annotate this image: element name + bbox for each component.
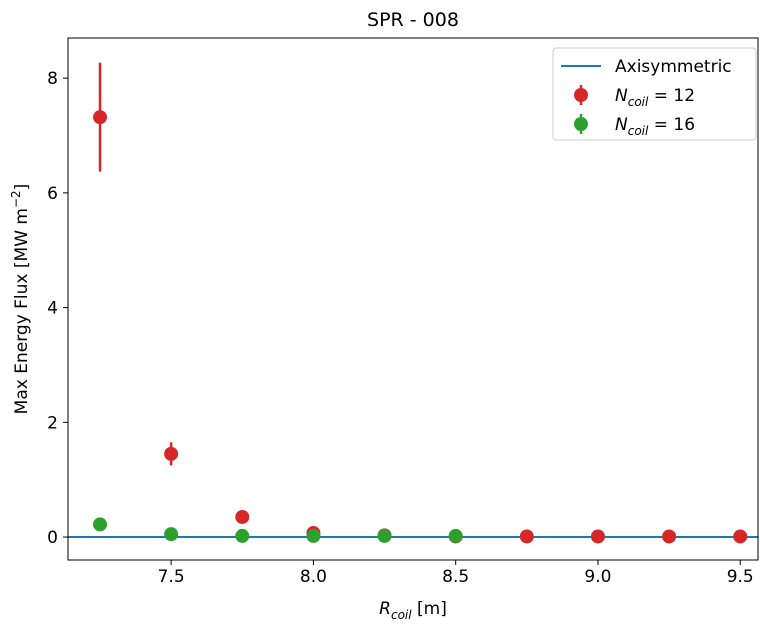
label-part: −2 — [9, 190, 23, 208]
label-part: Max Energy Flux [MW m — [12, 208, 32, 414]
label-part: coil — [628, 124, 649, 138]
x-tick-label: 7.5 — [158, 567, 185, 587]
x-tick-label: 9.5 — [727, 567, 754, 587]
label-part: N — [615, 86, 628, 106]
point — [590, 529, 605, 544]
point — [164, 446, 179, 461]
point — [93, 110, 108, 125]
legend-swatch — [574, 88, 588, 102]
chart-title: SPR - 008 — [367, 9, 459, 31]
point — [235, 528, 250, 543]
x-tick-label: 8.0 — [300, 567, 327, 587]
y-tick-label: 0 — [47, 528, 58, 548]
label-part: coil — [391, 608, 412, 622]
point — [662, 529, 677, 544]
x-tick-label: 8.5 — [442, 567, 469, 587]
label-part: R — [379, 599, 391, 619]
point — [377, 528, 392, 543]
point — [306, 528, 321, 543]
point — [164, 527, 179, 542]
point — [733, 529, 748, 544]
y-tick-label: 2 — [47, 413, 58, 433]
y-axis-label: Max Energy Flux [MW m−2] — [9, 184, 32, 415]
point — [519, 529, 534, 544]
y-tick-label: 4 — [47, 299, 58, 319]
label-part: Axisymmetric — [615, 57, 732, 77]
label-part: coil — [628, 95, 649, 109]
y-tick-label: 8 — [47, 69, 58, 89]
legend-box — [552, 47, 757, 141]
label-part: = 12 — [648, 86, 695, 106]
label-part: = 16 — [648, 115, 695, 135]
point — [93, 517, 108, 532]
x-tick-label: 9.0 — [584, 567, 611, 587]
legend-label: Ncoil = 16 — [615, 115, 695, 138]
point — [235, 509, 250, 524]
plot-frame — [67, 37, 759, 561]
legend-label: Axisymmetric — [615, 57, 732, 77]
x-axis-label: Rcoil [m] — [379, 599, 447, 622]
label-part: [m] — [412, 599, 447, 619]
label-part: N — [615, 115, 628, 135]
legend-label: Ncoil = 12 — [615, 86, 695, 109]
point — [448, 528, 463, 543]
label-part: ] — [12, 184, 32, 191]
y-tick-label: 6 — [47, 184, 58, 204]
legend-swatch — [574, 117, 588, 131]
